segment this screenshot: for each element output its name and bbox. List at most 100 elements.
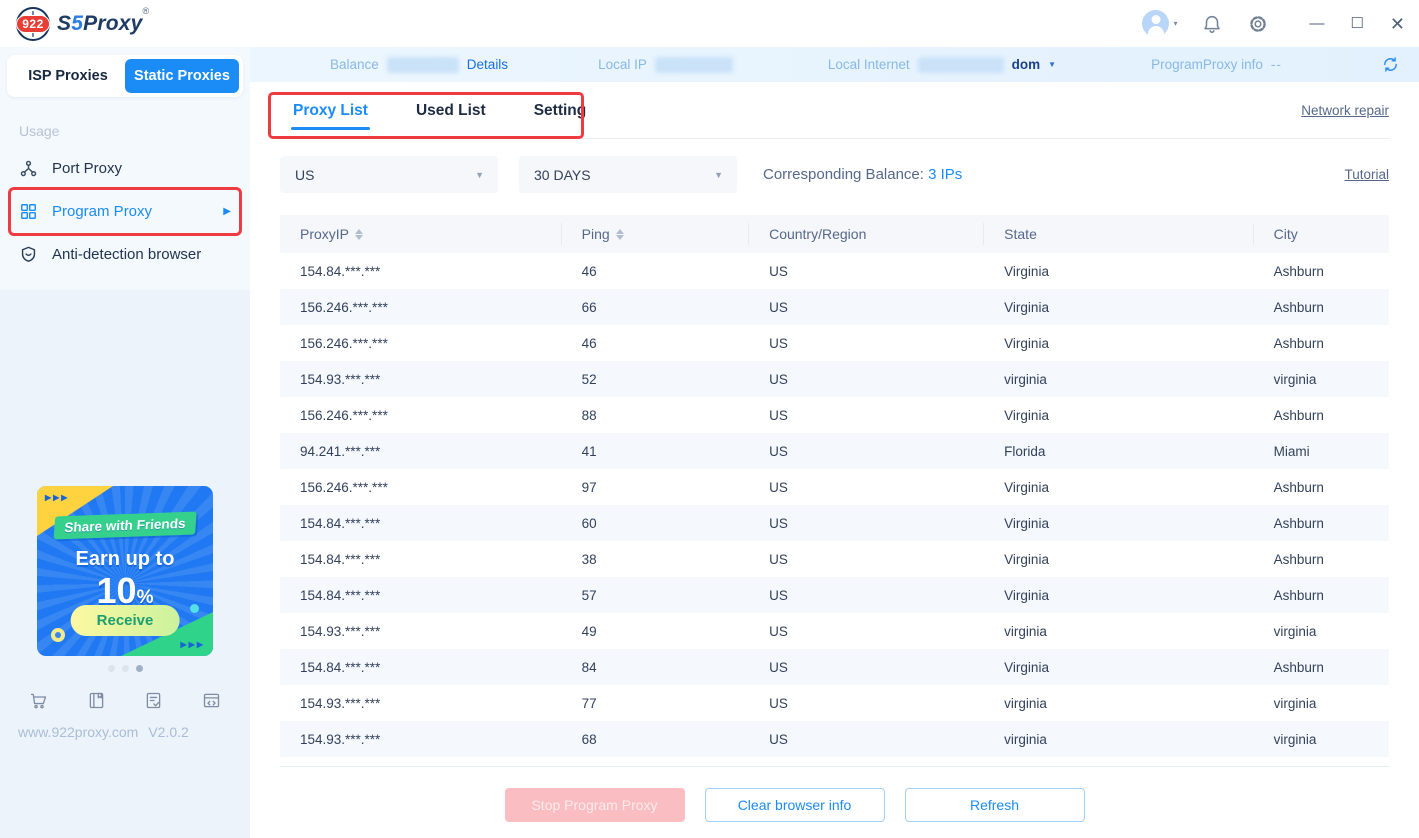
bell-icon[interactable] [1201, 13, 1223, 35]
sidebar: ISP Proxies Static Proxies Usage Port Pr… [0, 47, 250, 838]
cell-state: Virginia [1004, 479, 1049, 495]
sidebar-item-program-proxy[interactable]: Program Proxy ▶ [7, 187, 243, 236]
network-repair-link[interactable]: Network repair [1301, 102, 1389, 118]
footer-divider [280, 766, 1389, 767]
logo-globe-icon: 922 [16, 6, 50, 41]
tab-setting[interactable]: Setting [533, 102, 587, 119]
country-select[interactable]: US ▼ [280, 156, 498, 193]
sidebar-item-label: Port Proxy [52, 160, 123, 177]
proxy-table: ProxyIP Ping Country/Region State City 1… [280, 215, 1389, 757]
book-icon[interactable] [86, 690, 107, 711]
table-row[interactable]: 156.246.***.*** 46 US Virginia Ashburn [280, 325, 1389, 361]
cell-country: US [769, 695, 788, 711]
cell-ping: 68 [581, 731, 597, 747]
column-header-proxyip[interactable]: ProxyIP [280, 223, 562, 245]
cell-ping: 52 [581, 371, 597, 387]
table-row[interactable]: 154.93.***.*** 77 US virginia virginia [280, 685, 1389, 721]
cell-country: US [769, 407, 788, 423]
clear-browser-info-button[interactable]: Clear browser info [704, 788, 885, 822]
sort-icon[interactable] [615, 228, 624, 240]
maximize-button[interactable]: ☐ [1350, 15, 1364, 32]
table-row[interactable]: 154.84.***.*** 57 US Virginia Ashburn [280, 577, 1389, 613]
sidebar-item-port-proxy[interactable]: Port Proxy [7, 147, 243, 190]
cell-ip: 94.241.***.*** [300, 443, 381, 459]
cell-country: US [769, 443, 788, 459]
table-row[interactable]: 154.84.***.*** 84 US Virginia Ashburn [280, 649, 1389, 685]
table-row[interactable]: 154.93.***.*** 52 US virginia virginia [280, 361, 1389, 397]
cell-city: Ashburn [1273, 515, 1324, 531]
registered-mark: ® [142, 5, 150, 16]
cell-ping: 88 [581, 407, 597, 423]
referral-banner[interactable]: ▶▶▶ ▶▶▶ Share with Friends Earn up to 10… [37, 486, 213, 656]
table-row[interactable]: 154.84.***.*** 46 US Virginia Ashburn [280, 253, 1389, 289]
tab-isp-proxies[interactable]: ISP Proxies [28, 68, 108, 84]
banner-dot-decor [190, 604, 199, 613]
column-header-state: State [984, 223, 1254, 245]
column-header-city: City [1273, 226, 1298, 242]
doc-check-icon[interactable] [143, 690, 164, 711]
tutorial-link[interactable]: Tutorial [1344, 167, 1389, 182]
proxy-table-body: 154.84.***.*** 46 US Virginia Ashburn 156.246… [280, 253, 1389, 757]
code-card-icon[interactable] [201, 690, 222, 711]
table-row[interactable]: 156.246.***.*** 66 US Virginia Ashburn [280, 289, 1389, 325]
cell-ping: 49 [581, 623, 597, 639]
tab-static-proxies[interactable]: Static Proxies [125, 59, 239, 93]
programproxy-info-value: -- [1270, 57, 1282, 72]
carousel-dot-active[interactable] [135, 665, 143, 672]
cell-state: Virginia [1004, 335, 1049, 351]
refresh-button[interactable]: Refresh [904, 788, 1085, 822]
sidebar-quick-icons [0, 690, 250, 711]
cell-state: virginia [1004, 371, 1047, 387]
local-internet-value-blurred [917, 56, 1004, 73]
caret-down-icon[interactable]: ▼ [1048, 60, 1057, 69]
cell-ip: 154.84.***.*** [300, 263, 381, 279]
window-controls: — ☐ ✕ [1309, 15, 1405, 33]
site-url: www.922proxy.com [18, 724, 139, 740]
info-bar: Balance Details Local IP Local Internet … [250, 47, 1419, 82]
close-button[interactable]: ✕ [1389, 13, 1405, 34]
cell-state: Virginia [1004, 407, 1049, 423]
caret-down-icon: ▼ [714, 169, 723, 180]
sidebar-item-label: Anti-detection browser [52, 246, 202, 263]
table-row[interactable]: 154.93.***.*** 68 US virginia virginia [280, 721, 1389, 757]
refresh-icon[interactable] [1382, 56, 1399, 73]
cell-country: US [769, 263, 788, 279]
table-row[interactable]: 154.84.***.*** 60 US Virginia Ashburn [280, 505, 1389, 541]
column-header-ping[interactable]: Ping [562, 223, 750, 245]
cell-ping: 66 [581, 299, 597, 315]
tab-used-list[interactable]: Used List [415, 102, 486, 119]
cell-city: Miami [1273, 443, 1310, 459]
minimize-button[interactable]: — [1309, 15, 1325, 32]
table-row[interactable]: 156.246.***.*** 97 US Virginia Ashburn [280, 469, 1389, 505]
tab-proxy-list[interactable]: Proxy List [291, 84, 370, 136]
account-menu[interactable]: ▾ [1142, 10, 1177, 37]
sort-icon[interactable] [355, 228, 364, 240]
country-select-value: US [295, 166, 315, 183]
table-row[interactable]: 154.93.***.*** 49 US virginia virginia [280, 613, 1389, 649]
user-avatar[interactable] [1142, 10, 1170, 37]
cell-ping: 60 [581, 515, 597, 531]
cell-state: Virginia [1004, 263, 1049, 279]
cell-ip: 156.246.***.*** [300, 479, 388, 495]
receive-button[interactable]: Receive [70, 605, 180, 636]
table-row[interactable]: 154.84.***.*** 38 US Virginia Ashburn [280, 541, 1389, 577]
carousel-dot[interactable] [107, 665, 115, 672]
details-link[interactable]: Details [466, 57, 509, 72]
table-row[interactable]: 156.246.***.*** 88 US Virginia Ashburn [280, 397, 1389, 433]
main-panel: Balance Details Local IP Local Internet … [250, 47, 1419, 838]
carousel-dot[interactable] [121, 665, 129, 672]
chevron-down-icon: ▾ [1173, 19, 1178, 28]
brand-name: S5Proxy® [57, 5, 150, 35]
sidebar-item-anti-detection[interactable]: Anti-detection browser [7, 233, 243, 276]
stop-program-proxy-button[interactable]: Stop Program Proxy [504, 788, 685, 822]
cell-country: US [769, 515, 788, 531]
duration-select[interactable]: 30 DAYS ▼ [519, 156, 737, 193]
gear-icon[interactable] [1247, 13, 1269, 35]
cart-icon[interactable] [28, 690, 49, 711]
cell-city: Ashburn [1273, 479, 1324, 495]
table-row[interactable]: 94.241.***.*** 41 US Florida Miami [280, 433, 1389, 469]
cell-ip: 156.246.***.*** [300, 407, 388, 423]
banner-carousel-dots [0, 665, 250, 672]
titlebar: 922 S5Proxy® ▾ — ☐ ✕ [0, 0, 1419, 47]
